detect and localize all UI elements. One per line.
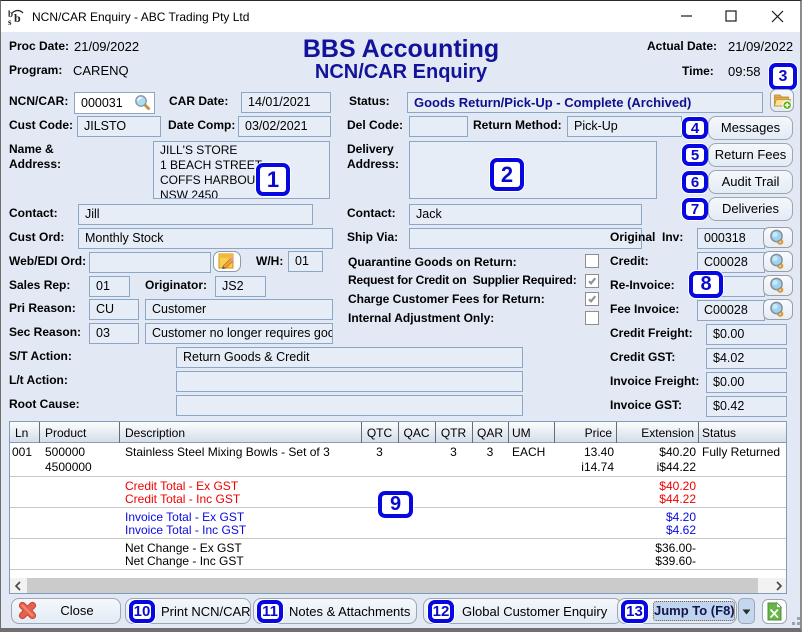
- svg-text:s: s: [8, 17, 12, 26]
- svg-text:b: b: [14, 11, 21, 25]
- svg-text:b: b: [8, 9, 13, 19]
